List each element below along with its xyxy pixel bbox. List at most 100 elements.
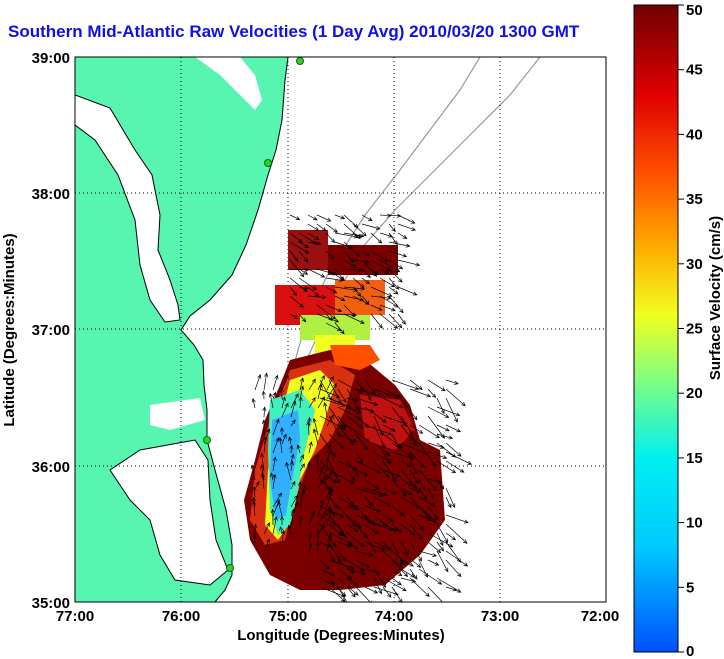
radar-station [296,57,304,65]
current-vector [361,250,371,257]
colorbar-tick-label: 0 [686,643,694,659]
current-vector [307,214,318,221]
current-vector [379,213,392,218]
current-vector [315,453,320,472]
y-tick-label: 35:00 [32,595,70,612]
current-vector [307,416,312,427]
colorbar-tick-label: 25 [686,321,703,338]
current-vector [427,559,440,566]
current-vector [382,586,392,598]
current-vector [373,388,399,399]
current-vector [328,541,341,562]
current-vector [319,541,332,548]
current-vector [334,286,359,292]
current-vector [355,550,373,557]
current-vector [290,419,296,427]
current-vector [315,541,320,553]
current-vector [299,454,304,463]
current-vector [326,490,333,508]
current-vector [409,451,426,469]
current-vector [391,586,403,602]
current-vector [382,397,404,409]
current-vector [436,406,461,417]
current-vector [343,259,357,269]
sound-shore [109,439,229,586]
current-vector [364,478,380,491]
current-vector [445,550,469,567]
current-vector [400,460,412,467]
y-tick-label: 39:00 [32,50,70,67]
current-vector [397,214,416,224]
current-vector [355,379,364,392]
current-vector [328,496,339,509]
colorbar-tick-label: 35 [686,191,703,208]
current-vector [263,436,268,454]
current-vector [323,402,328,418]
current-vector [397,313,406,325]
current-vector [388,295,404,314]
current-vector [361,295,370,306]
current-vector [279,526,284,535]
current-vector [325,286,338,294]
current-vector [272,515,278,535]
current-vector [279,427,285,436]
x-axis: 77:00 76:00 75:00 74:00 73:00 72:00 Long… [56,608,619,644]
pamlico-sound [110,440,228,585]
current-vector [253,523,258,535]
current-vector [427,415,445,439]
current-vector [317,499,325,517]
current-vector [328,415,341,438]
current-vector [400,568,415,578]
current-vector [391,541,404,566]
current-vector [427,451,448,459]
current-vector [409,487,421,493]
current-vector [268,392,274,409]
current-vector [355,469,369,476]
current-vector [299,463,305,472]
current-vector [445,442,462,457]
current-vector [427,388,437,399]
current-vector [400,559,414,567]
current-vector [290,480,296,490]
current-vector [346,505,359,511]
current-vector [328,550,335,562]
current-vector [352,232,363,238]
current-vector [298,313,307,323]
velocity-field-south [244,345,445,590]
current-vector [252,534,257,544]
current-vector [379,304,396,312]
current-vector [289,241,310,254]
current-vector [346,424,370,443]
current-vector [397,259,421,267]
y-tick-label: 37:00 [32,322,70,339]
current-vector [379,313,399,329]
current-vector [388,286,399,295]
current-vector [391,478,407,497]
current-vector [272,391,277,400]
current-vector [409,433,418,444]
current-vector [364,487,388,497]
current-vector [346,397,359,403]
current-vector [263,522,270,535]
chesapeake-bay [75,95,180,322]
current-vector [328,433,345,450]
current-vector [261,390,266,400]
current-vector [418,424,440,438]
current-vector [400,415,413,435]
current-vector [325,456,330,472]
current-vector [272,473,277,490]
current-vector [418,496,436,507]
current-vector [316,313,340,323]
current-vector [355,397,379,406]
current-vector [364,505,382,513]
current-vector [391,379,420,391]
current-vector [346,586,356,598]
current-vector [364,424,393,436]
current-vector [346,532,365,547]
current-vector [418,505,437,524]
current-vector [352,259,371,264]
current-vector [263,428,271,445]
current-vector [319,388,341,398]
current-vector [287,524,292,535]
current-vector [418,487,428,501]
